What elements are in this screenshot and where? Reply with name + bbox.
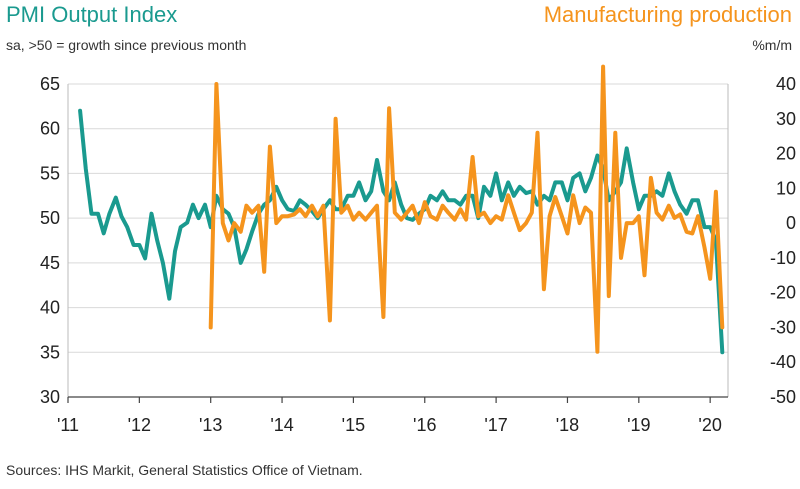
x-tick-label: '14 <box>270 415 293 435</box>
right-tick-label: 30 <box>776 109 796 129</box>
x-tick-label: '17 <box>484 415 507 435</box>
pmi-output-series-line <box>78 108 725 355</box>
chart-subtitle-right: %m/m <box>752 37 792 53</box>
manufacturing-production-series-line <box>208 64 725 354</box>
left-tick-label: 30 <box>40 387 60 407</box>
left-tick-label: 40 <box>40 298 60 318</box>
left-axis-ticks: 65 60 55 50 45 40 35 30 <box>40 74 60 407</box>
right-tick-label: -20 <box>770 283 796 303</box>
x-axis-ticks: '11 '12 '13 '14 '15 '16 '17 '18 '19 '20 <box>57 397 722 435</box>
source-note: Sources: IHS Markit, General Statistics … <box>6 462 363 478</box>
right-tick-label: 20 <box>776 144 796 164</box>
series-layer <box>78 64 725 355</box>
left-tick-label: 65 <box>40 74 60 94</box>
right-tick-label: -10 <box>770 248 796 268</box>
left-tick-label: 50 <box>40 208 60 228</box>
x-tick-label: '13 <box>199 415 222 435</box>
left-tick-label: 60 <box>40 119 60 139</box>
x-tick-label: '16 <box>413 415 436 435</box>
right-tick-label: 10 <box>776 178 796 198</box>
x-tick-label: '12 <box>128 415 151 435</box>
chart-title-right: Manufacturing production <box>543 2 792 27</box>
chart-subtitle-left: sa, >50 = growth since previous month <box>6 37 247 53</box>
right-tick-label: -40 <box>770 352 796 372</box>
x-tick-label: '11 <box>57 415 79 435</box>
x-tick-label: '20 <box>698 415 721 435</box>
chart-title-left: PMI Output Index <box>6 2 178 27</box>
left-tick-label: 55 <box>40 163 60 183</box>
right-tick-label: -30 <box>770 317 796 337</box>
x-tick-label: '15 <box>342 415 365 435</box>
x-tick-label: '19 <box>627 415 650 435</box>
right-tick-label: 40 <box>776 74 796 94</box>
grid-layer <box>67 83 729 398</box>
right-axis-ticks: 40 30 20 10 0 -10 -20 -30 -40 -50 <box>770 74 796 407</box>
x-tick-label: '18 <box>556 415 579 435</box>
right-tick-label: 0 <box>786 213 796 233</box>
left-tick-label: 45 <box>40 253 60 273</box>
left-tick-label: 35 <box>40 342 60 362</box>
right-tick-label: -50 <box>770 387 796 407</box>
